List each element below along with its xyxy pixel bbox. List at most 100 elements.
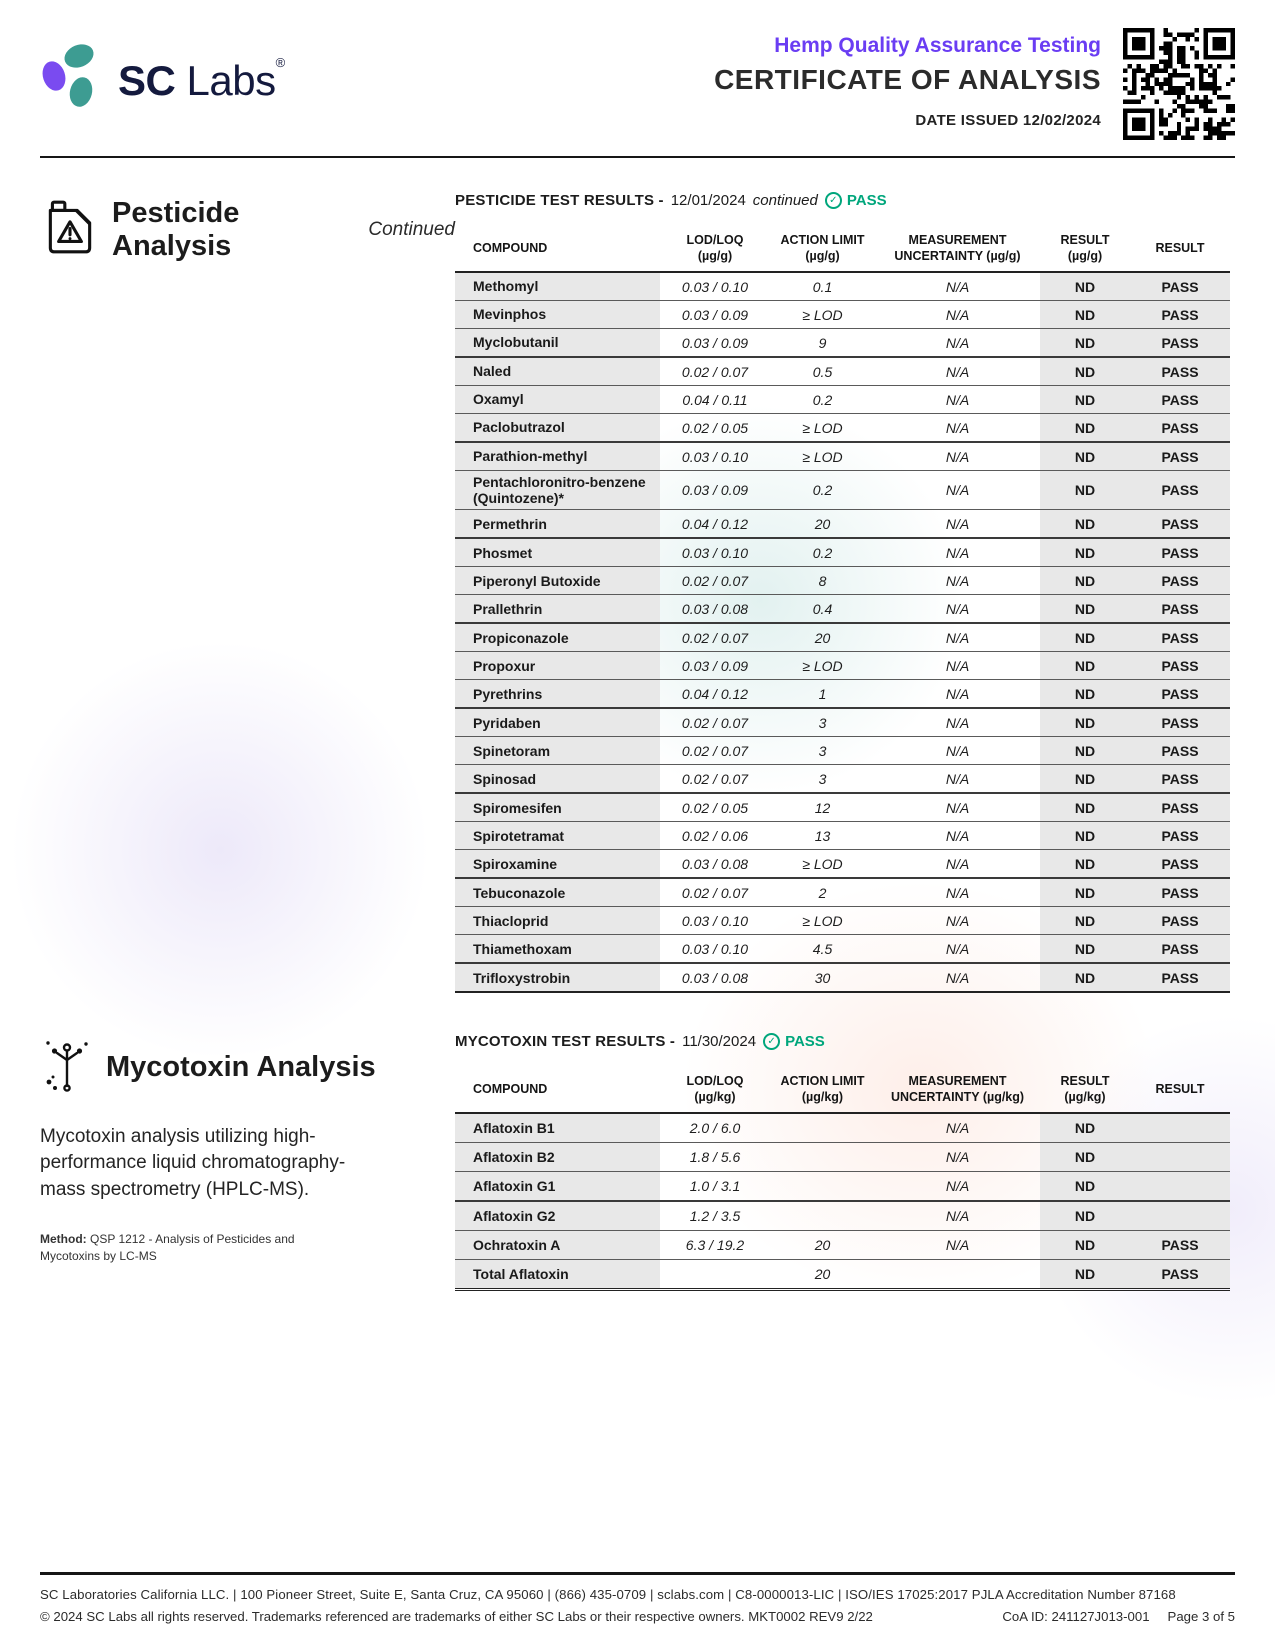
action-limit-cell: 0.1: [812, 278, 833, 295]
compound-cell: Mevinphos: [455, 301, 660, 328]
uncertainty-cell: N/A: [945, 940, 970, 957]
compound-cell: Phosmet: [455, 539, 660, 567]
uncertainty-cell: N/A: [945, 912, 970, 929]
pesticide-results-title: PESTICIDE TEST RESULTS - 12/01/2024 cont…: [455, 192, 1235, 209]
mycotoxin-section-right: MYCOTOXIN TEST RESULTS - 11/30/2024 ✓ PA…: [455, 1033, 1235, 1292]
result-value-cell: ND: [1040, 273, 1130, 300]
lod-loq-cell: 0.03 / 0.10: [681, 912, 749, 929]
result-status-cell: PASS: [1130, 907, 1230, 935]
table-row: Tebuconazole 0.02 / 0.07 2 N/A ND PASS: [455, 877, 1230, 907]
compound-cell: Methomyl: [455, 273, 660, 300]
header: SC Labs® Hemp Quality Assurance Testing …: [40, 0, 1235, 140]
result-status-cell: PASS: [1130, 794, 1230, 822]
pesticide-table: COMPOUND LOD/LOQ (µg/g) ACTION LIMIT (µg/g…: [455, 225, 1230, 994]
compound-cell: Pyrethrins: [455, 680, 660, 708]
action-limit-cell: ≥ LOD: [802, 306, 843, 323]
result-value-cell: ND: [1040, 1172, 1130, 1201]
result-value-cell: ND: [1040, 567, 1130, 595]
result-status-cell: [1130, 1172, 1230, 1201]
result-value-cell: ND: [1040, 737, 1130, 765]
footer-copyright: © 2024 SC Labs all rights reserved. Trad…: [40, 1609, 873, 1624]
compound-cell: Spinetoram: [455, 737, 660, 765]
compound-cell: Total Aflatoxin: [455, 1260, 660, 1289]
uncertainty-cell: N/A: [945, 448, 970, 465]
lod-loq-cell: 0.03 / 0.08: [681, 969, 749, 986]
uncertainty-cell: N/A: [945, 482, 970, 499]
table-row: Phosmet 0.03 / 0.10 0.2 N/A ND PASS: [455, 537, 1230, 567]
lod-loq-cell: 0.02 / 0.05: [681, 419, 749, 436]
result-status-cell: PASS: [1130, 358, 1230, 385]
pesticide-pass-badge: ✓ PASS: [824, 192, 887, 209]
table-row: Spirotetramat 0.02 / 0.06 13 N/A ND PASS: [455, 821, 1230, 850]
result-value-cell: ND: [1040, 1202, 1130, 1231]
uncertainty-cell: N/A: [945, 969, 970, 986]
pesticide-section-subtitle: Continued: [368, 218, 455, 240]
lod-loq-cell: 6.3 / 19.2: [685, 1237, 745, 1254]
pesticide-table-rows: Methomyl 0.03 / 0.10 0.1 N/A ND PASS Mev…: [455, 273, 1230, 992]
table-row: Propiconazole 0.02 / 0.07 20 N/A ND PASS: [455, 622, 1230, 652]
uncertainty-cell: N/A: [945, 742, 970, 759]
compound-cell: Myclobutanil: [455, 329, 660, 356]
result-status-cell: PASS: [1130, 595, 1230, 623]
table-row: Thiacloprid 0.03 / 0.10 ≥ LOD N/A ND PAS…: [455, 906, 1230, 935]
uncertainty-cell: N/A: [945, 1120, 970, 1137]
action-limit-cell: 12: [814, 799, 831, 816]
col-compound: COMPOUND: [473, 1082, 548, 1097]
table-row: Spinetoram 0.02 / 0.07 3 N/A ND PASS: [455, 736, 1230, 765]
table-row: Paclobutrazol 0.02 / 0.05 ≥ LOD N/A ND P…: [455, 413, 1230, 441]
compound-cell: Aflatoxin B1: [455, 1114, 660, 1143]
footer-page-number: Page 3 of 5: [1167, 1609, 1235, 1624]
result-value-cell: ND: [1040, 1114, 1130, 1143]
mycotoxin-section-left: Mycotoxin Analysis Mycotoxin analysis ut…: [40, 1033, 455, 1264]
result-value-cell: ND: [1040, 907, 1130, 935]
table-row: Myclobutanil 0.03 / 0.09 9 N/A ND PASS: [455, 328, 1230, 356]
action-limit-cell: 20: [814, 1266, 831, 1283]
uncertainty-cell: N/A: [945, 278, 970, 295]
lod-loq-cell: 1.0 / 3.1: [689, 1178, 741, 1195]
table-row: Oxamyl 0.04 / 0.11 0.2 N/A ND PASS: [455, 385, 1230, 413]
table-row: Spinosad 0.02 / 0.07 3 N/A ND PASS: [455, 764, 1230, 793]
mycotoxin-results-label: MYCOTOXIN TEST RESULTS -: [455, 1033, 676, 1051]
result-value-cell: ND: [1040, 935, 1130, 963]
result-value-cell: ND: [1040, 652, 1130, 680]
col-lod-loq: LOD/LOQ (µg/g): [686, 232, 744, 263]
sc-labs-logo: SC Labs®: [40, 40, 285, 119]
uncertainty-cell: N/A: [945, 363, 970, 380]
compound-cell: Pentachloronitro-benzene (Quintozene)*: [455, 471, 660, 510]
result-value-cell: ND: [1040, 358, 1130, 385]
program-title: Hemp Quality Assurance Testing: [774, 34, 1101, 57]
qr-code: [1123, 28, 1235, 140]
mycotoxin-results-date: 11/30/2024: [682, 1033, 757, 1051]
uncertainty-cell: N/A: [945, 419, 970, 436]
col-result-status: RESULT: [1155, 240, 1205, 255]
lod-loq-cell: 0.04 / 0.12: [681, 685, 749, 702]
uncertainty-cell: N/A: [945, 1237, 970, 1254]
uncertainty-cell: N/A: [945, 1178, 970, 1195]
lod-loq-cell: 0.03 / 0.10: [681, 940, 749, 957]
table-row: Spiroxamine 0.03 / 0.08 ≥ LOD N/A ND PAS…: [455, 849, 1230, 878]
uncertainty-cell: N/A: [945, 714, 970, 731]
table-row: Naled 0.02 / 0.07 0.5 N/A ND PASS: [455, 356, 1230, 385]
compound-cell: Propiconazole: [455, 624, 660, 652]
col-lod-loq: LOD/LOQ (µg/kg): [686, 1073, 744, 1105]
table-row: Aflatoxin B1 2.0 / 6.0 N/A ND: [455, 1114, 1230, 1143]
action-limit-cell: [770, 1143, 875, 1171]
footer: SC Laboratories California LLC. | 100 Pi…: [40, 1572, 1235, 1624]
uncertainty-cell: N/A: [945, 391, 970, 408]
pesticide-pass-label: PASS: [846, 192, 887, 209]
compound-cell: Thiamethoxam: [455, 935, 660, 963]
result-status-cell: PASS: [1130, 443, 1230, 470]
pesticide-results-date: 12/01/2024: [670, 192, 746, 209]
result-value-cell: ND: [1040, 879, 1130, 907]
table-row: Aflatoxin B2 1.8 / 5.6 N/A ND: [455, 1142, 1230, 1172]
action-limit-cell: 4.5: [812, 940, 833, 957]
result-status-cell: PASS: [1130, 935, 1230, 963]
logo-sc: SC: [118, 56, 176, 104]
pesticide-section: Pesticide Analysis Continued PESTICIDE T…: [40, 192, 1235, 994]
result-value-cell: ND: [1040, 471, 1130, 510]
result-status-cell: PASS: [1130, 1231, 1230, 1260]
result-value-cell: ND: [1040, 539, 1130, 567]
lod-loq-cell: 1.2 / 3.5: [689, 1208, 741, 1225]
mycotoxin-pass-badge: ✓ PASS: [763, 1033, 825, 1051]
result-status-cell: PASS: [1130, 652, 1230, 680]
